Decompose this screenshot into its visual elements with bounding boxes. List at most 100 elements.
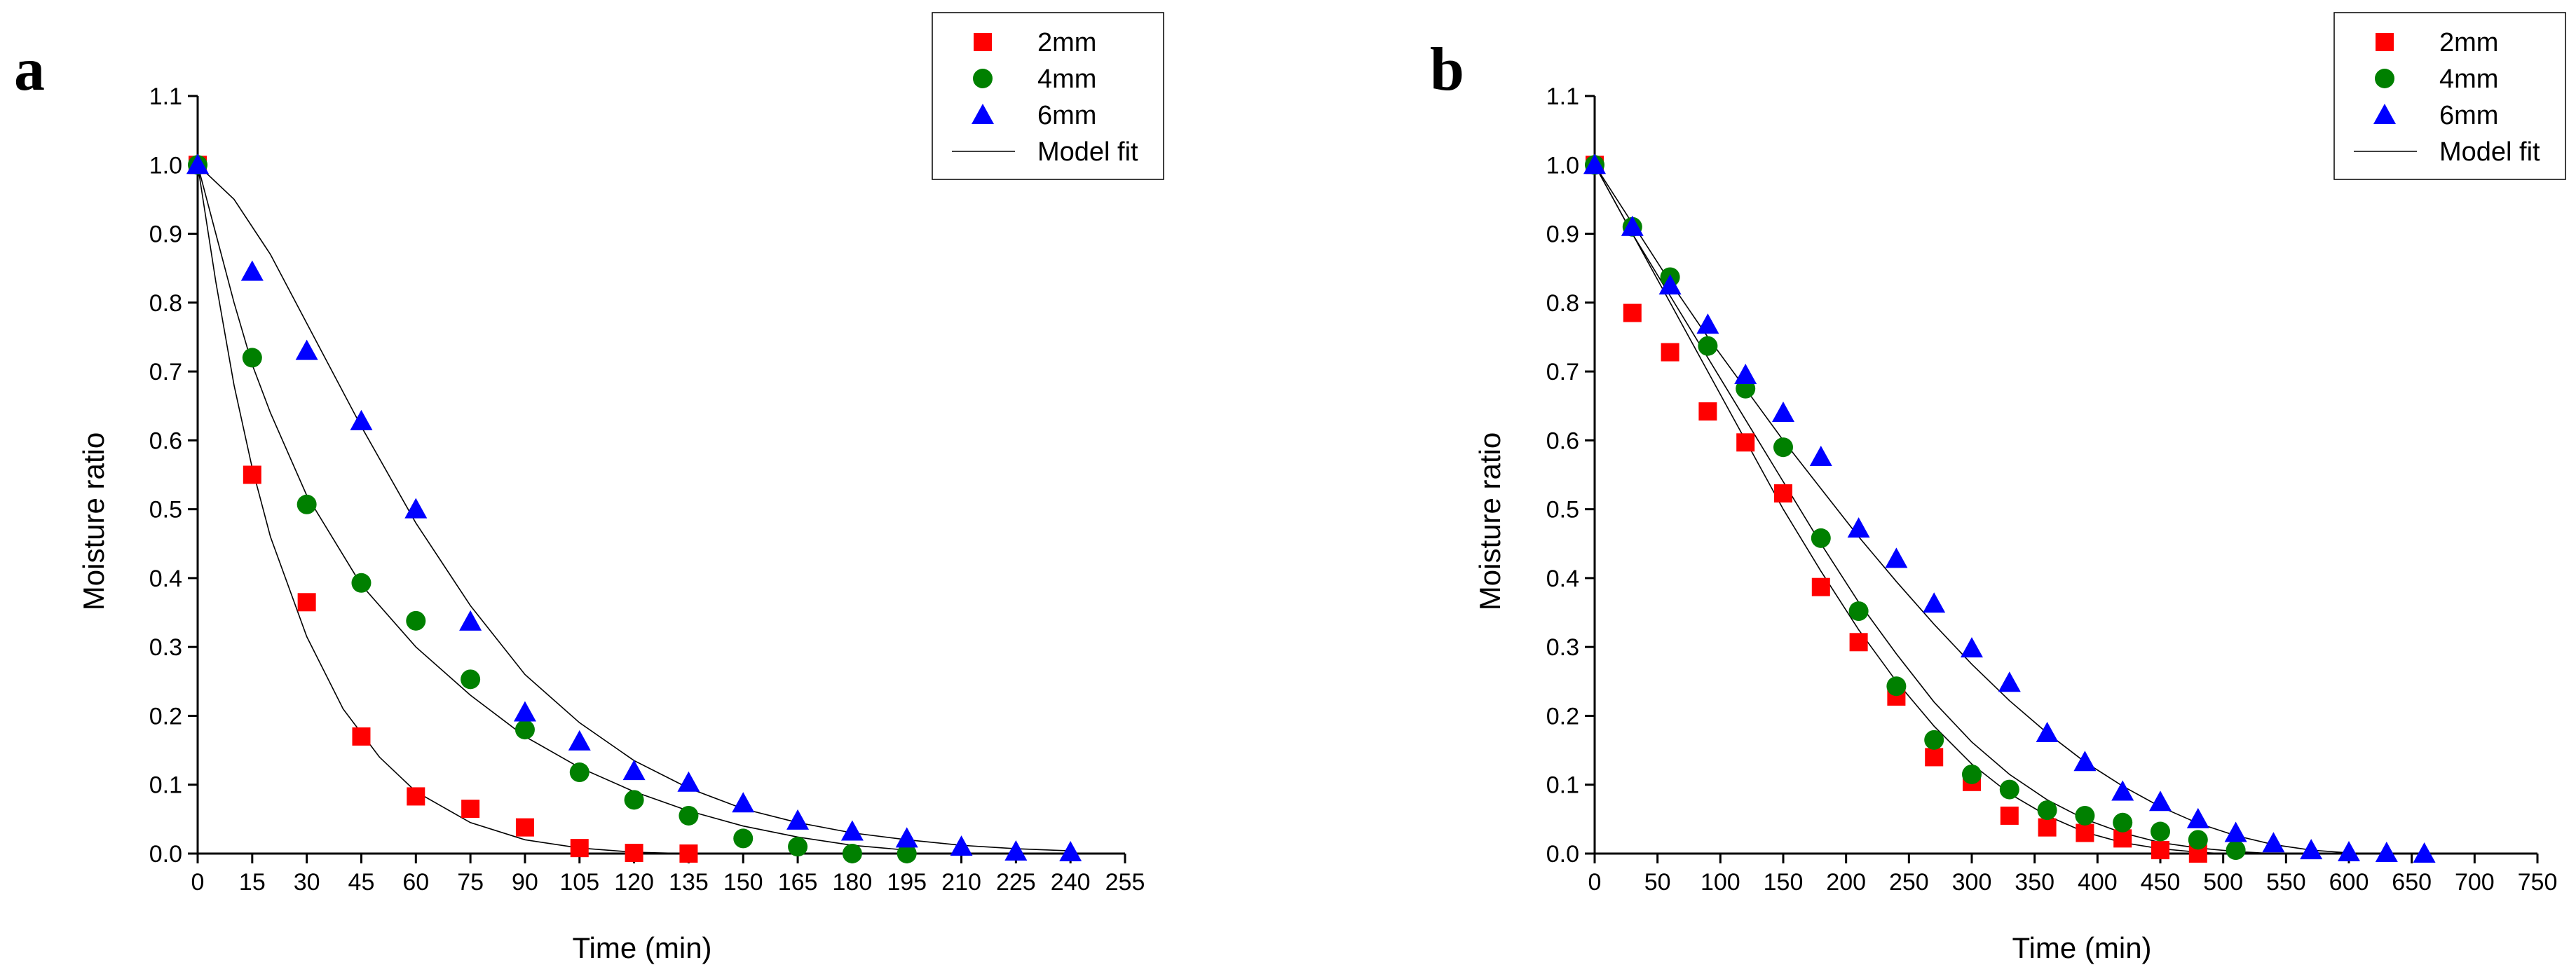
x-tick-label: 30 [294,869,320,896]
data-point-4mm [2226,840,2246,861]
legend-marker-4mm [2375,69,2394,88]
legend-label-model-fit: Model fit [2439,137,2540,167]
series-4mm [188,155,917,863]
series-2mm [1586,156,2207,863]
data-point-6mm [1004,840,1028,861]
data-point-6mm [513,701,536,722]
data-point-6mm [2375,842,2398,863]
data-point-2mm [1774,484,1792,503]
legend-label-model-fit: Model fit [1037,137,1138,167]
data-point-6mm [186,153,209,174]
x-tick-label: 75 [457,869,484,896]
data-point-6mm [950,835,973,856]
x-tick-label: 195 [887,869,927,896]
data-point-2mm [515,818,534,837]
data-point-4mm [1924,730,1944,750]
panel-a-x-axis-title: Time (min) [572,931,711,964]
y-tick-label: 0.0 [149,841,182,868]
y-tick-label: 0.1 [1546,772,1579,799]
data-point-4mm [1848,601,1869,622]
x-tick-label: 150 [723,869,763,896]
x-tick-label: 50 [1644,869,1671,896]
y-tick-label: 0.2 [1546,703,1579,730]
x-tick-label: 15 [239,869,266,896]
data-point-4mm [1811,528,1831,548]
data-point-4mm [569,762,590,783]
data-point-6mm [786,809,810,830]
x-tick-label: 60 [402,869,429,896]
data-point-4mm [733,828,754,849]
y-tick-label: 0.4 [149,566,182,592]
x-tick-label: 0 [191,869,205,896]
x-tick-label: 650 [2392,869,2432,896]
data-point-6mm [1885,547,1908,568]
data-point-6mm [677,771,700,792]
y-tick-label: 0.5 [1546,497,1579,523]
x-tick-label: 200 [1826,869,1866,896]
panel-b-y-axis-title: Moisture ratio [1473,432,1506,610]
data-point-6mm [2149,791,2172,812]
data-point-2mm [570,839,589,858]
y-tick-label: 0.5 [149,497,182,523]
y-tick-label: 0.4 [1546,566,1579,592]
x-tick-label: 120 [614,869,654,896]
y-tick-label: 0.8 [149,290,182,317]
data-point-6mm [1059,841,1082,862]
panel-b-x-axis-title: Time (min) [2012,931,2151,964]
x-tick-label: 225 [996,869,1036,896]
legend: 2mm 4mm 6mm Model fit [2333,12,2566,180]
data-point-2mm [1811,577,1830,596]
legend-marker-2mm [2376,33,2394,51]
series-6mm [186,153,1082,862]
data-point-6mm [1658,274,1682,295]
data-point-2mm [2000,806,2019,825]
data-point-2mm [297,593,316,612]
data-point-6mm [2036,722,2059,743]
legend-marker-6mm [2373,104,2396,124]
panel-a: a Moisture ratio Time (min) 0.0 0.1 0.2 0.3… [14,12,1164,964]
x-tick-label: 350 [2015,869,2054,896]
data-point-4mm [2075,805,2095,826]
data-point-4mm [788,837,808,857]
model-fit-line-2mm [1594,164,2223,854]
data-point-6mm [622,760,646,781]
data-point-2mm [1661,343,1679,362]
y-tick-label: 0.3 [149,634,182,661]
y-tick-label: 0.7 [1546,359,1579,385]
panel-b-label: b [1430,36,1464,104]
y-tick-label: 1.1 [1546,83,1579,110]
x-tick-label: 750 [2518,869,2558,896]
data-point-2mm [461,800,480,819]
data-point-4mm [514,720,535,740]
series-2mm [189,156,698,863]
data-point-6mm [2073,751,2097,772]
data-point-4mm [1999,779,2019,800]
data-point-2mm [1698,402,1717,421]
data-point-6mm [1772,402,1794,423]
x-tick-label: 0 [1588,869,1602,896]
data-point-2mm [625,844,643,863]
x-tick-label: 135 [669,869,709,896]
data-point-6mm [2300,839,2323,860]
data-point-6mm [2413,842,2436,863]
y-tick-label: 0.7 [149,359,182,385]
data-point-4mm [679,805,699,826]
data-point-2mm [1623,303,1642,322]
legend-label-6mm: 6mm [1037,101,1096,130]
data-point-4mm [1698,336,1718,356]
x-tick-label: 255 [1105,869,1145,896]
data-point-6mm [2262,832,2285,853]
data-point-4mm [242,348,262,368]
data-point-6mm [1998,671,2021,692]
data-point-6mm [240,260,264,281]
data-point-6mm [459,610,482,631]
panel-a-label: a [14,36,45,104]
data-point-6mm [840,820,864,841]
y-tick-label: 0.1 [149,772,182,799]
y-tick-label: 0.9 [149,221,182,248]
y-tick-label: 1.0 [1546,152,1579,179]
x-tick-label: 250 [1889,869,1929,896]
legend-label-4mm: 4mm [1037,64,1096,94]
x-tick-label: 105 [559,869,599,896]
